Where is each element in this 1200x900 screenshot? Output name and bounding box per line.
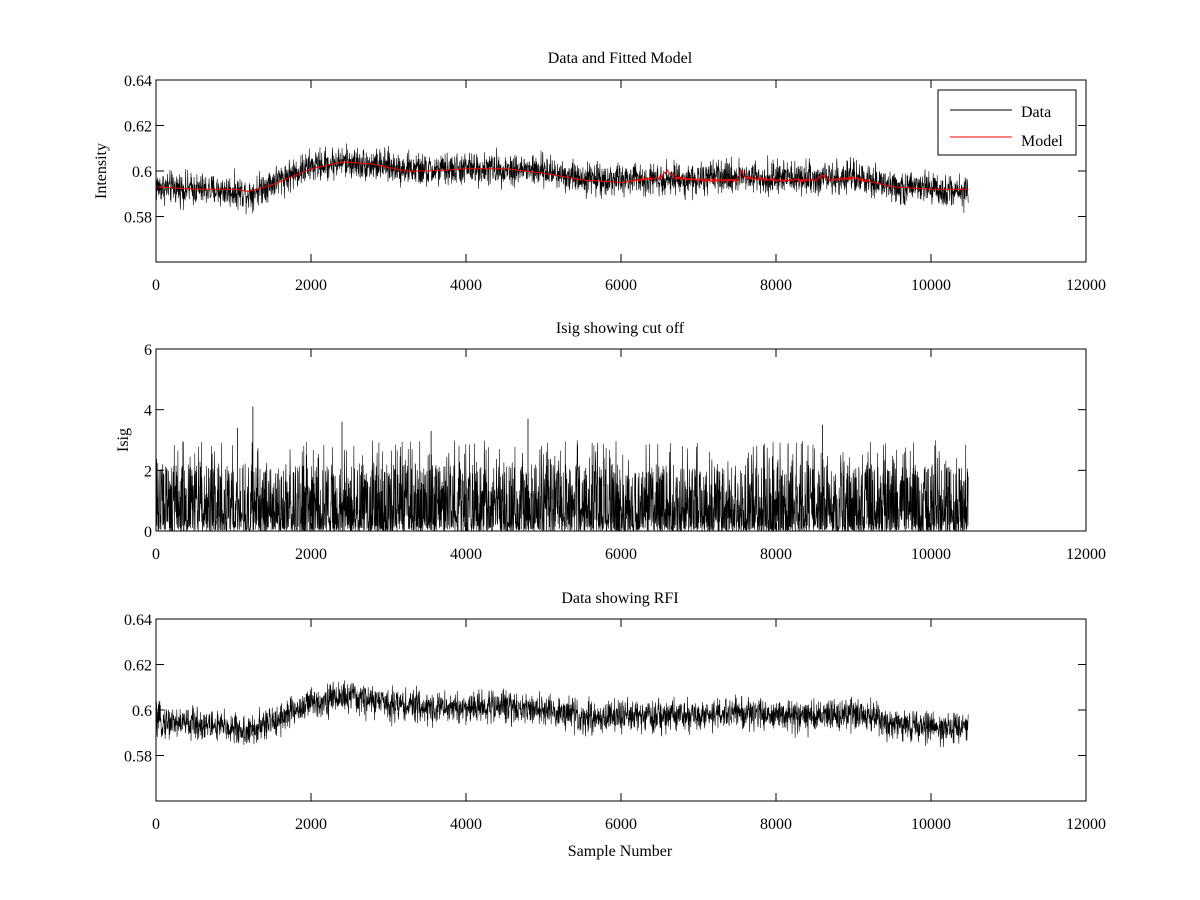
y-tick-label: 0.62 xyxy=(124,658,152,675)
x-tick-label: 10000 xyxy=(911,277,951,294)
panel-1-series-data xyxy=(155,143,969,215)
x-tick-label: 2000 xyxy=(295,546,327,563)
y-tick-label: 2 xyxy=(144,463,152,480)
panel-1-ylabel: Intensity xyxy=(93,143,110,199)
legend-data-label: Data xyxy=(1021,104,1051,121)
panel-1-ticks: 0 2000 4000 6000 8000 10000 12000 0.58 0.6 0.62 0.… xyxy=(124,73,1106,294)
x-tick-label: 2000 xyxy=(295,816,327,833)
x-tick-label: 12000 xyxy=(1066,816,1106,833)
panel-3-ticks: 0 2000 4000 6000 8000 10000 12000 0.58 0.6 0.62 0.… xyxy=(124,612,1106,833)
y-tick-label: 0.6 xyxy=(132,703,152,720)
panel-2-ylabel: Isig xyxy=(115,428,132,452)
x-tick-label: 8000 xyxy=(760,816,792,833)
y-tick-label: 0 xyxy=(144,524,152,541)
x-tick-label: 0 xyxy=(152,277,160,294)
panel-1-series-model xyxy=(155,161,969,192)
x-tick-label: 6000 xyxy=(605,546,637,563)
y-tick-label: 0.64 xyxy=(124,73,152,90)
legend-model-label: Model xyxy=(1021,133,1063,150)
x-tick-label: 6000 xyxy=(605,816,637,833)
panel-2-ticks: 0 2000 4000 6000 8000 10000 12000 0 2 4 6 xyxy=(144,342,1106,563)
panel-3-xlabel: Sample Number xyxy=(568,843,673,860)
x-tick-label: 8000 xyxy=(760,546,792,563)
panel-3-series-data xyxy=(155,680,969,748)
series-line-data xyxy=(155,680,969,748)
y-tick-label: 0.62 xyxy=(124,119,152,136)
x-tick-label: 12000 xyxy=(1066,546,1106,563)
y-tick-label: 0.64 xyxy=(124,612,152,629)
panel-data-fitted-model: Data and Fitted Model Intensity 0 2000 400… xyxy=(93,50,1106,294)
y-tick-label: 0.58 xyxy=(124,749,152,766)
y-tick-label: 0.6 xyxy=(132,164,152,181)
panel-3-title: Data showing RFI xyxy=(561,590,678,607)
x-tick-label: 4000 xyxy=(450,816,482,833)
panel-isig: Isig showing cut off Isig 0 2000 4000 6000 8… xyxy=(115,320,1106,563)
x-tick-label: 4000 xyxy=(450,277,482,294)
x-tick-label: 6000 xyxy=(605,277,637,294)
x-tick-label: 0 xyxy=(152,546,160,563)
legend: Data Model xyxy=(937,89,1077,156)
panel-data-rfi: Data showing RFI 0 2000 4000 6000 8000 10000 1… xyxy=(124,590,1106,860)
y-tick-label: 4 xyxy=(144,403,152,420)
x-tick-label: 10000 xyxy=(911,816,951,833)
series-line-data xyxy=(155,143,969,215)
panel-1-title: Data and Fitted Model xyxy=(548,50,693,67)
x-tick-label: 8000 xyxy=(760,277,792,294)
y-tick-label: 6 xyxy=(144,342,152,359)
x-tick-label: 12000 xyxy=(1066,277,1106,294)
x-tick-label: 4000 xyxy=(450,546,482,563)
y-tick-label: 0.58 xyxy=(124,210,152,227)
x-tick-label: 2000 xyxy=(295,277,327,294)
series-line-model xyxy=(155,161,969,192)
panel-2-title: Isig showing cut off xyxy=(556,320,685,337)
x-tick-label: 0 xyxy=(152,816,160,833)
x-tick-label: 10000 xyxy=(911,546,951,563)
legend-box xyxy=(937,89,1077,156)
